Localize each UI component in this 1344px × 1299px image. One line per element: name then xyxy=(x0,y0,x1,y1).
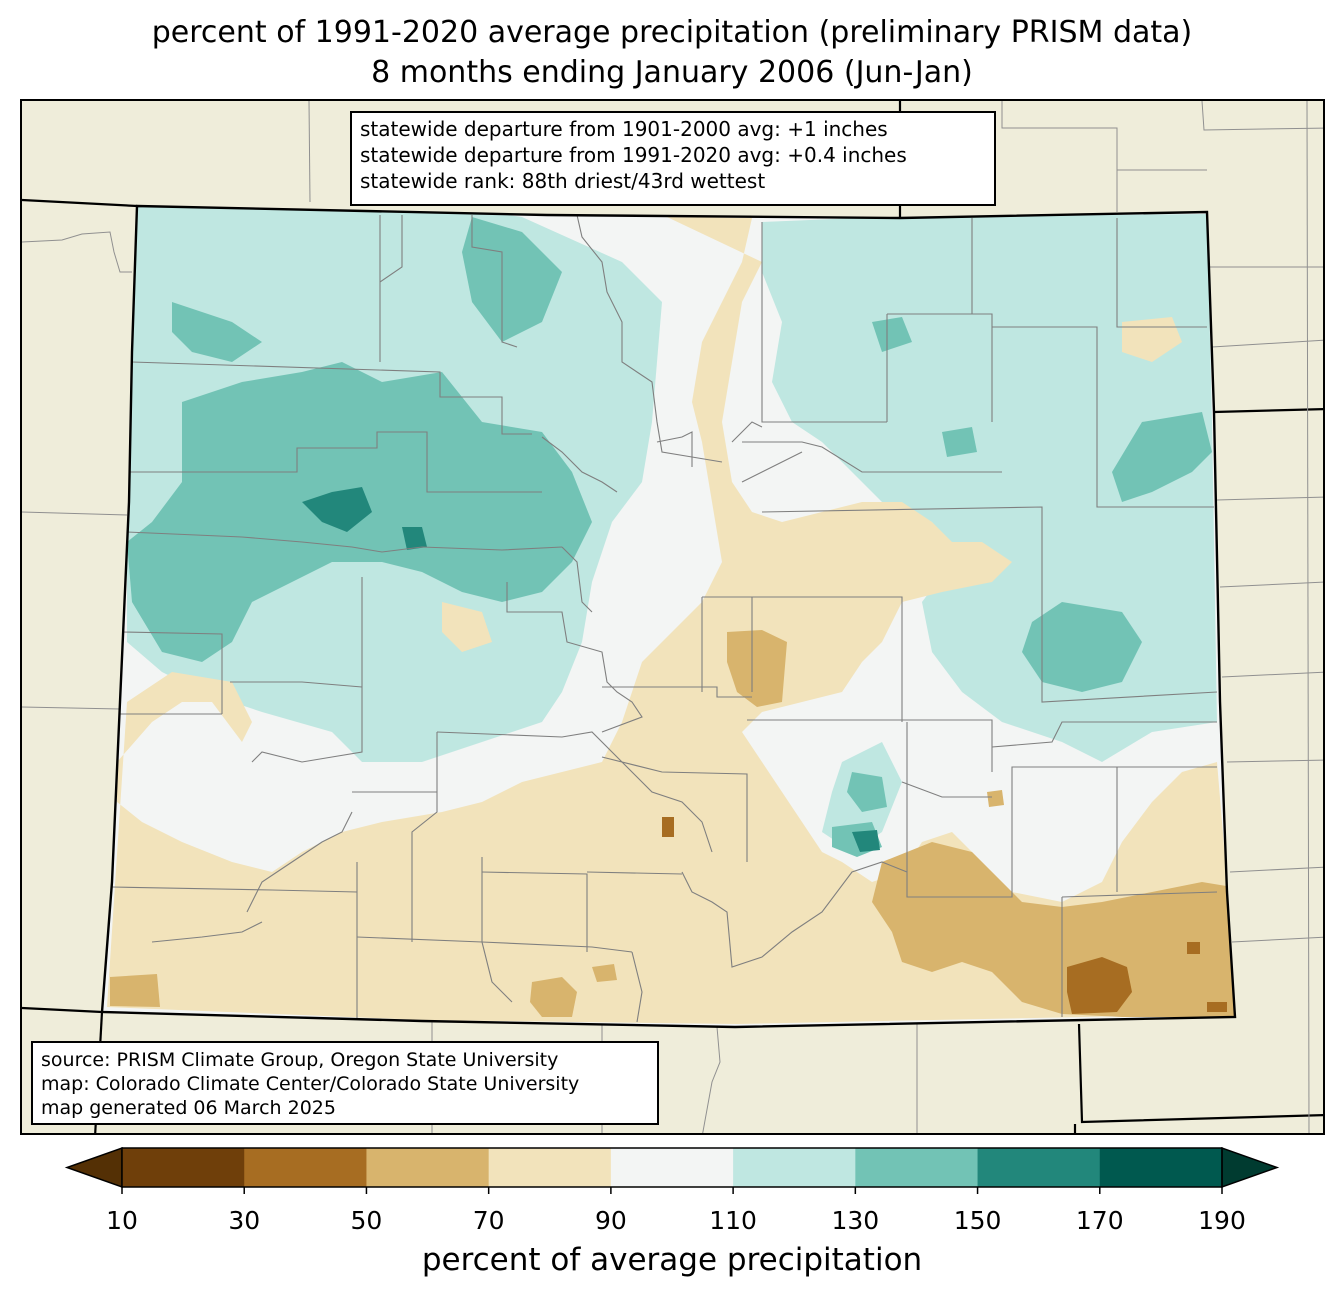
colorado-border xyxy=(100,204,1237,1029)
colorbar-extension-low xyxy=(64,1146,123,1189)
colorbar-tick-label: 10 xyxy=(106,1206,138,1235)
colorbar-tick-label: 130 xyxy=(831,1206,879,1235)
colorbar: 10 30 50 70 90 110 130 150 170 190 xyxy=(64,1146,1280,1235)
colorbar-tick-label: 190 xyxy=(1198,1206,1246,1235)
colorbar-bin-10-30 xyxy=(122,1148,245,1187)
colorbar-tick-label: 70 xyxy=(473,1206,505,1235)
colorbar-tick-label: 170 xyxy=(1076,1206,1124,1235)
colorbar-tick-label: 90 xyxy=(595,1206,627,1235)
generated-date-line: map generated 06 March 2025 xyxy=(41,1097,336,1119)
precip-shading xyxy=(102,206,1235,1027)
county-lines xyxy=(111,214,1218,1023)
source-line: source: PRISM Climate Group, Oregon Stat… xyxy=(41,1049,559,1071)
colorbar-tick-label: 110 xyxy=(709,1206,757,1235)
colorbar-extension-high xyxy=(1221,1146,1280,1189)
map-title: percent of 1991-2020 average precipitati… xyxy=(151,15,1193,50)
colorado-precipitation-map xyxy=(22,101,1323,1133)
colorbar-tick-label: 150 xyxy=(954,1206,1002,1235)
colorbar-bin-50-70 xyxy=(366,1148,490,1187)
colorbar-bin-150-170 xyxy=(977,1148,1101,1187)
colorbar-tick-label: 50 xyxy=(351,1206,383,1235)
stats-departure-1901-2000: statewide departure from 1901-2000 avg: … xyxy=(360,117,888,141)
colorbar-frame xyxy=(121,1147,1223,1188)
map-panel xyxy=(20,99,1325,1135)
colorbar-bin-130-150 xyxy=(855,1148,979,1187)
map-subtitle: 8 months ending January 2006 (Jun-Jan) xyxy=(371,55,973,90)
colorbar-bin-70-90 xyxy=(488,1148,612,1187)
source-credits-box: source: PRISM Climate Group, Oregon Stat… xyxy=(31,1041,659,1125)
colorbar-bin-90-110 xyxy=(610,1148,734,1187)
colorbar-bin-170-190 xyxy=(1099,1148,1223,1187)
statewide-stats-box: statewide departure from 1901-2000 avg: … xyxy=(350,111,996,206)
map-credit-line: map: Colorado Climate Center/Colorado St… xyxy=(41,1073,580,1095)
colorbar-bin-110-130 xyxy=(733,1148,856,1187)
stats-departure-1991-2020: statewide departure from 1991-2020 avg: … xyxy=(360,143,907,167)
colorbar-tick-label: 30 xyxy=(228,1206,260,1235)
stats-rank: statewide rank: 88th driest/43rd wettest xyxy=(360,169,766,193)
colorbar-bin-30-50 xyxy=(244,1148,367,1187)
colorbar-label: percent of average precipitation xyxy=(421,1242,923,1278)
neighbor-county-lines xyxy=(22,101,1323,1133)
